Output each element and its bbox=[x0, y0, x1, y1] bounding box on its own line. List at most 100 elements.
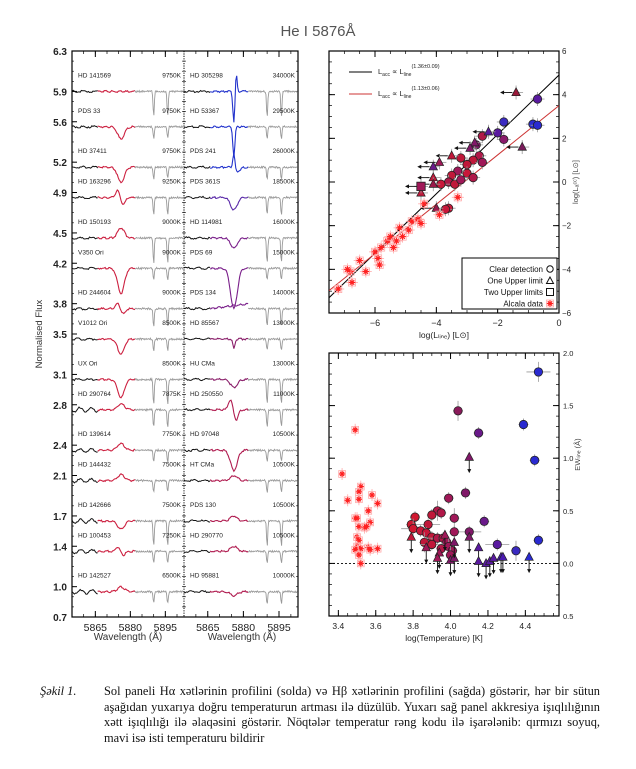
sodium-segment bbox=[247, 266, 298, 280]
continuum-segment bbox=[183, 125, 211, 129]
asterisk-stroke bbox=[406, 227, 412, 233]
data-point-circle bbox=[436, 508, 446, 518]
asterisk-box bbox=[334, 284, 343, 293]
upper-limit-arrowhead bbox=[417, 175, 422, 180]
asterisk-stroke bbox=[354, 515, 360, 521]
data-point-asterisk bbox=[343, 265, 352, 274]
temperature-label: 13000K bbox=[273, 320, 296, 327]
asterisk-box bbox=[353, 514, 361, 522]
temperature-label: 9750K bbox=[162, 148, 181, 155]
asterisk-stroke bbox=[399, 233, 406, 240]
star-name-label: PDS 33 bbox=[78, 108, 101, 115]
y-tick-label: 0.5 bbox=[563, 507, 573, 516]
asterisk-stroke bbox=[344, 266, 351, 273]
star-name-label: HD 250550 bbox=[190, 391, 223, 398]
y-tick-label: −2 bbox=[562, 222, 572, 231]
data-point-asterisk bbox=[377, 243, 386, 252]
data-point-asterisk bbox=[355, 536, 363, 545]
asterisk-stroke bbox=[339, 471, 345, 477]
data-point-asterisk bbox=[374, 254, 383, 263]
data-point-circle bbox=[499, 117, 509, 127]
data-point-circle bbox=[449, 527, 459, 537]
sodium-segment bbox=[248, 590, 298, 604]
sodium-segment bbox=[247, 518, 298, 546]
y-tick-label: 4 bbox=[562, 91, 567, 100]
legend-label: One Upper limit bbox=[487, 277, 543, 286]
data-point-triangle bbox=[440, 529, 450, 539]
data-point-triangle bbox=[524, 551, 534, 561]
x-tick-label: 0 bbox=[556, 318, 561, 328]
data-point-asterisk bbox=[375, 260, 384, 269]
ew-x-axis-label: log(Temperature) [K] bbox=[405, 633, 482, 643]
data-point-circle bbox=[477, 157, 487, 167]
data-point-triangle bbox=[488, 552, 499, 562]
asterisk-box bbox=[355, 495, 363, 504]
y-tick-label: 6.3 bbox=[53, 47, 67, 58]
y-tick-label: 2.1 bbox=[53, 472, 67, 483]
temperature-label: 9000K bbox=[162, 219, 181, 226]
spectrum-hd-97048: HD 97048 10500K bbox=[183, 431, 298, 473]
sodium-segment bbox=[134, 448, 184, 463]
asterisk-box bbox=[395, 223, 404, 232]
asterisk-box bbox=[392, 236, 401, 245]
line-profile bbox=[209, 475, 249, 483]
continuum-segment bbox=[71, 588, 98, 595]
sodium-segment bbox=[248, 549, 298, 563]
data-point-asterisk bbox=[356, 559, 365, 568]
asterisk-box bbox=[374, 254, 383, 263]
star-name-label: HD 244604 bbox=[78, 290, 111, 297]
temperature-label: 7500K bbox=[162, 502, 181, 509]
asterisk-stroke bbox=[358, 546, 364, 552]
spectra-left-x-axis-label: Wavelength (Å) bbox=[94, 630, 163, 643]
continuum-segment bbox=[183, 236, 211, 240]
spectrum-hd-290770: HD 290770 10500K bbox=[183, 532, 298, 563]
data-point-asterisk bbox=[355, 551, 363, 559]
sodium-segment bbox=[134, 165, 184, 180]
sodium-segment bbox=[134, 407, 184, 427]
fit-legend-label: Lacc ∝ Lline(1.36±0.09) bbox=[378, 64, 440, 78]
luminosity-y-axis-label: log(Lₐᶜᶜ) [L⊙] bbox=[571, 160, 580, 204]
data-point-triangle bbox=[428, 161, 439, 171]
data-point-circle bbox=[532, 94, 543, 104]
sodium-segment bbox=[247, 165, 298, 180]
asterisk-stroke bbox=[356, 552, 362, 558]
data-point-circle bbox=[493, 128, 503, 138]
spectra-right-plot: 5865 5880 5895 HD 305298 34000K HD 53367 29500… bbox=[183, 51, 298, 634]
temperature-label: 7750K bbox=[162, 431, 181, 438]
data-point-triangle bbox=[517, 141, 527, 151]
sodium-segment bbox=[247, 377, 298, 403]
data-point-asterisk bbox=[392, 236, 401, 245]
data-point-circle bbox=[453, 406, 463, 416]
data-point-asterisk bbox=[373, 544, 382, 553]
data-point-circle bbox=[492, 539, 502, 550]
spectrum-v350-ori: V350 Ori 9000K bbox=[71, 249, 184, 295]
caption-label: Şəkil 1. bbox=[40, 684, 77, 698]
ew-frame bbox=[328, 352, 560, 617]
figure-title: He I 5876Å bbox=[280, 23, 355, 40]
sodium-segment bbox=[134, 519, 184, 545]
temperature-label: 29500K bbox=[273, 108, 296, 115]
upper-limit-arrowhead bbox=[423, 160, 428, 165]
data-point-asterisk bbox=[338, 470, 346, 478]
data-point-triangle bbox=[473, 555, 484, 565]
y-tick-label: −6 bbox=[562, 309, 572, 318]
data-point-circle bbox=[423, 519, 433, 530]
y-tick-label: 2.4 bbox=[53, 441, 67, 452]
x-tick-label: 3.8 bbox=[407, 621, 419, 631]
upper-limit-arrowhead bbox=[491, 570, 496, 575]
spectrum-hd-100453: HD 100453 7250K bbox=[71, 532, 184, 563]
continuum-segment bbox=[71, 307, 98, 311]
star-name-label: HT CMa bbox=[190, 462, 214, 469]
spectrum-pds-241: PDS 241 26000K bbox=[183, 148, 298, 180]
spectrum-ux-ori: UX Ori 8500K bbox=[71, 360, 184, 404]
asterisk-box bbox=[377, 243, 386, 252]
sodium-segment bbox=[134, 195, 184, 215]
asterisk-stroke bbox=[375, 255, 381, 262]
luminosity-x-axis-label: log(Lₗᵢₙₑ) [L⊙] bbox=[419, 330, 469, 340]
caption-text: Sol paneli Hα xətlərinin profilini (sold… bbox=[104, 684, 600, 745]
data-point-asterisk bbox=[364, 506, 373, 515]
temperature-label: 34000K bbox=[273, 72, 296, 79]
sodium-segment bbox=[247, 448, 298, 462]
asterisk-stroke bbox=[390, 244, 397, 251]
